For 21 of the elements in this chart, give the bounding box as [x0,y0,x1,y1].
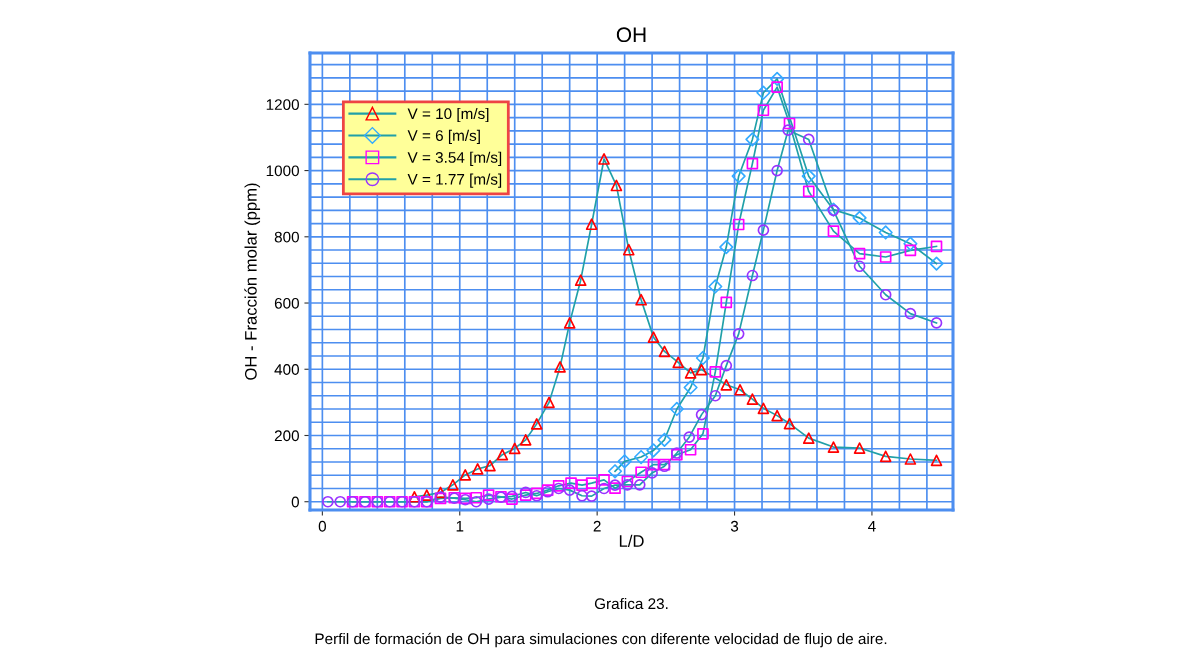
y-tick-label: 400 [274,364,299,375]
legend-label: V = 10 [m/s] [407,107,489,123]
legend-label: V = 3.54 [m/s] [407,151,502,166]
x-tick-label: 1 [456,520,464,532]
text: Grafica 23. [594,597,668,610]
y-tick-label: 200 [274,430,299,442]
text: Perfil de formación de OH para simulaciones con diferente velocidad de flujo de aire. [315,632,887,648]
y-tick-label: 800 [274,231,299,243]
x-tick-label: 4 [868,520,876,532]
x-axis-title: L/D [619,534,644,547]
y-tick-label: 1000 [266,165,299,177]
x-tick-label: 3 [730,520,739,532]
y-tick-label: 0 [291,496,299,508]
chart-title: OH [616,27,646,43]
y-axis-title: OH - Fracción molar (ppm) [244,183,261,380]
y-tick-label: 600 [274,297,299,309]
x-tick-label: 2 [593,520,601,532]
x-tick-label: 0 [318,520,327,532]
y-tick-label: 1200 [266,99,299,111]
legend-label: V = 6 [m/s] [407,129,480,144]
legend-label: V = 1.77 [m/s] [407,173,502,188]
